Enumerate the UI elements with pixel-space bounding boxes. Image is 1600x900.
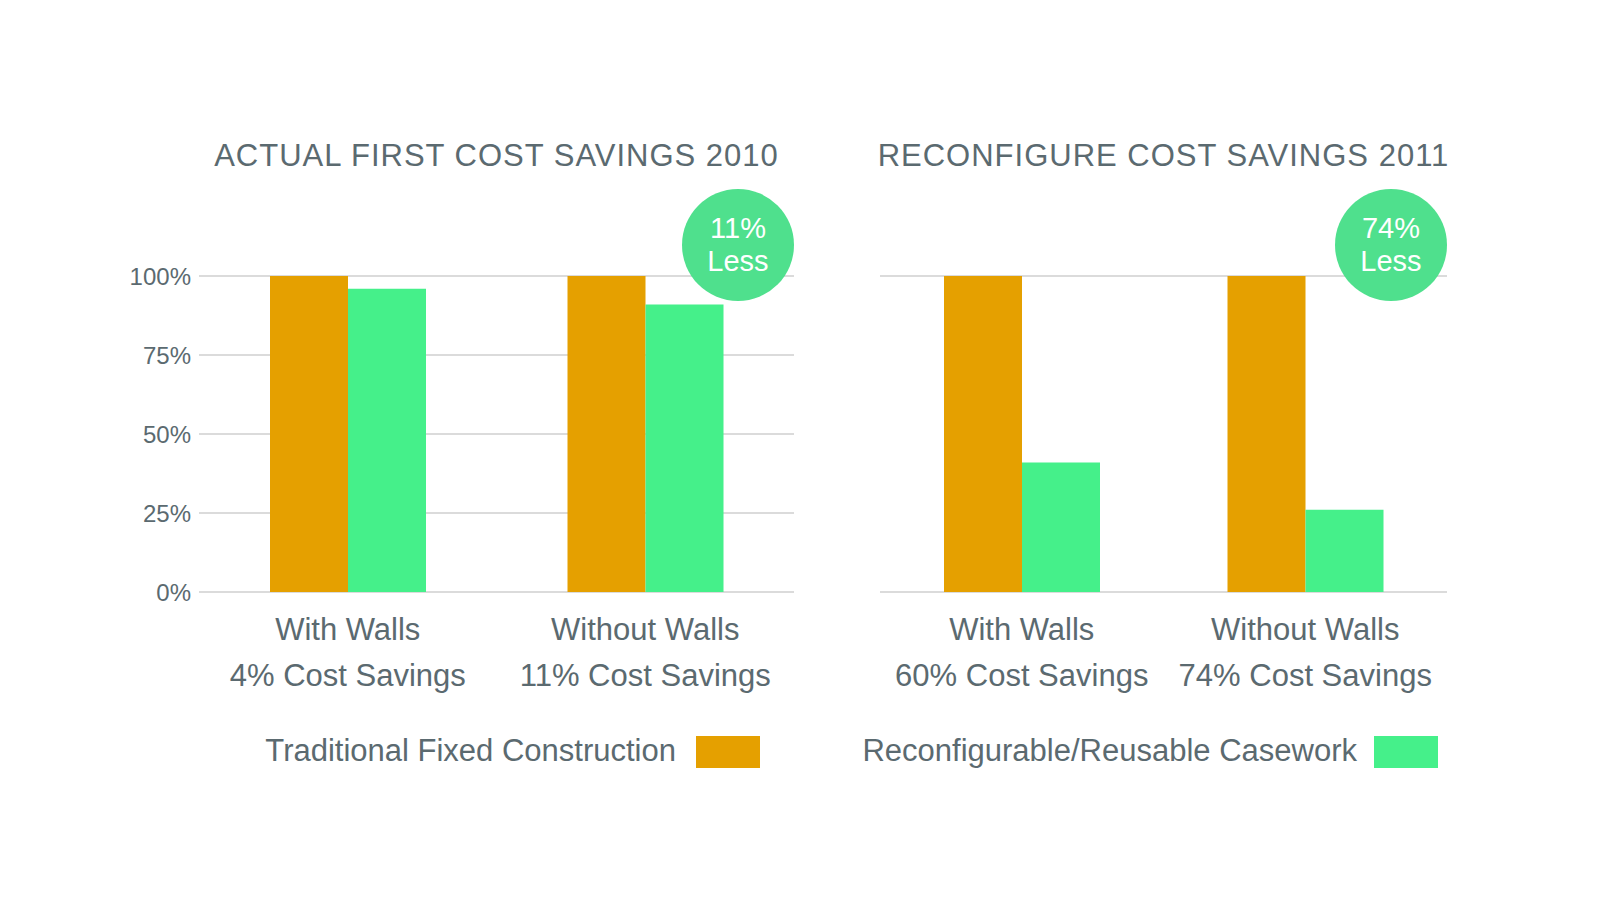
svg-text:25%: 25% (143, 500, 191, 527)
svg-text:11% Cost Savings: 11% Cost Savings (520, 658, 771, 693)
svg-text:Without Walls: Without Walls (551, 612, 739, 647)
html-text:Less: Less (1360, 245, 1422, 277)
svg-text:With Walls: With Walls (275, 612, 420, 647)
html-text:11%: 11% (710, 212, 766, 244)
svg-text:74% Cost Savings: 74% Cost Savings (1179, 658, 1432, 693)
html-text:RECONFIGURE COST SAVINGS 2011: RECONFIGURE COST SAVINGS 2011 (877, 138, 1450, 173)
svg-text:60% Cost Savings: 60% Cost Savings (895, 658, 1148, 693)
svg-text:75%: 75% (143, 342, 191, 369)
html-text:74%: 74% (1362, 212, 1420, 244)
svg-text:4% Cost Savings: 4% Cost Savings (230, 658, 466, 693)
html-text:Reconfigurable/Reusable Casewo: Reconfigurable/Reusable Casework (862, 733, 1357, 768)
html-text:ACTUAL FIRST COST SAVINGS 2010: ACTUAL FIRST COST SAVINGS 2010 (214, 138, 779, 173)
svg-text:Without Walls: Without Walls (1211, 612, 1399, 647)
svg-text:100%: 100% (130, 263, 191, 290)
svg-text:50%: 50% (143, 421, 191, 448)
html-text:Traditional Fixed Construction: Traditional Fixed Construction (265, 733, 676, 768)
html-text:Less: Less (707, 245, 769, 277)
svg-text:With Walls: With Walls (949, 612, 1094, 647)
svg-text:0%: 0% (156, 579, 191, 606)
